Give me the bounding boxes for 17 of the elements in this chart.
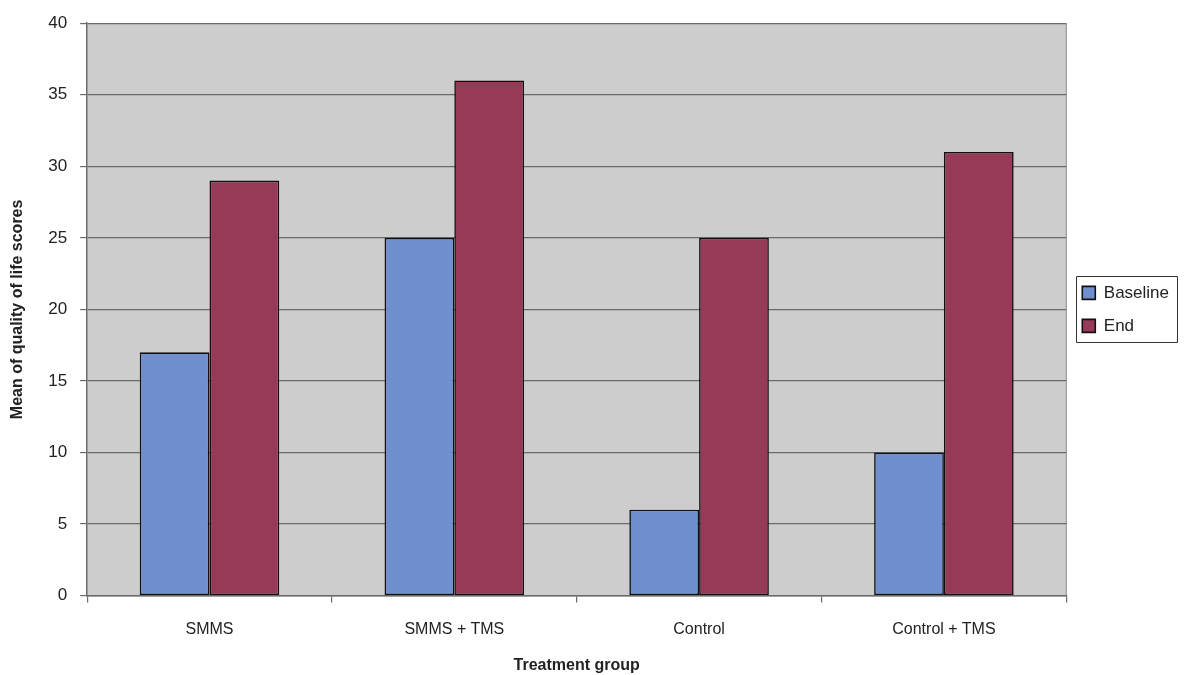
legend-label: End [1103,315,1135,335]
y-tick-label: 20 [48,299,68,319]
y-tick-label: 35 [48,84,68,104]
x-tick-label: Control + TMS [892,619,996,637]
legend-label: Baseline [1103,282,1170,302]
y-tick-label: 15 [48,370,68,390]
x-tick-label: Control [673,619,725,637]
y-tick-label: 25 [48,227,68,247]
y-tick-label: 10 [48,442,68,462]
y-axis-title: Mean of quality of life scores [8,199,26,420]
y-tick-label: 0 [57,585,68,605]
y-tick-label: 30 [48,155,68,175]
y-tick-label: 5 [57,513,68,533]
x-tick-label: SMMS [185,619,234,637]
x-tick-label: SMMS + TMS [404,619,505,637]
y-tick-label: 40 [48,12,68,32]
x-axis-title: Treatment group [513,655,641,673]
